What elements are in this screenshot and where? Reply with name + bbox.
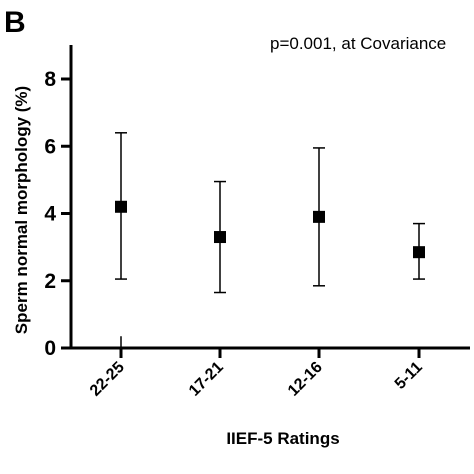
y-tick-label: 8 <box>44 68 56 91</box>
y-tick-label: 0 <box>44 337 56 360</box>
x-tick-label: 17-21 <box>186 359 227 400</box>
chart-annotation: p=0.001, at Covariance <box>270 34 446 53</box>
panel-label: B <box>4 6 26 39</box>
data-point <box>313 210 325 223</box>
y-tick-label: 6 <box>44 135 56 158</box>
y-axis-label: Sperm normal morphology (%) <box>12 86 31 334</box>
data-point <box>413 246 425 259</box>
x-tick-label: 12-16 <box>285 359 326 400</box>
axes <box>69 45 470 350</box>
y-ticks: 0 2 4 6 8 <box>44 68 71 360</box>
x-tick-label: 5-11 <box>392 359 426 393</box>
x-axis-label: IIEF-5 Ratings <box>226 429 339 448</box>
data-marks <box>115 132 425 348</box>
data-point <box>115 200 127 213</box>
y-tick-label: 2 <box>44 270 56 293</box>
y-tick-label: 4 <box>44 203 56 226</box>
x-ticks: 22-25 17-21 12-16 5-11 <box>87 348 426 400</box>
data-point <box>214 231 226 244</box>
x-tick-label: 22-25 <box>87 359 128 400</box>
